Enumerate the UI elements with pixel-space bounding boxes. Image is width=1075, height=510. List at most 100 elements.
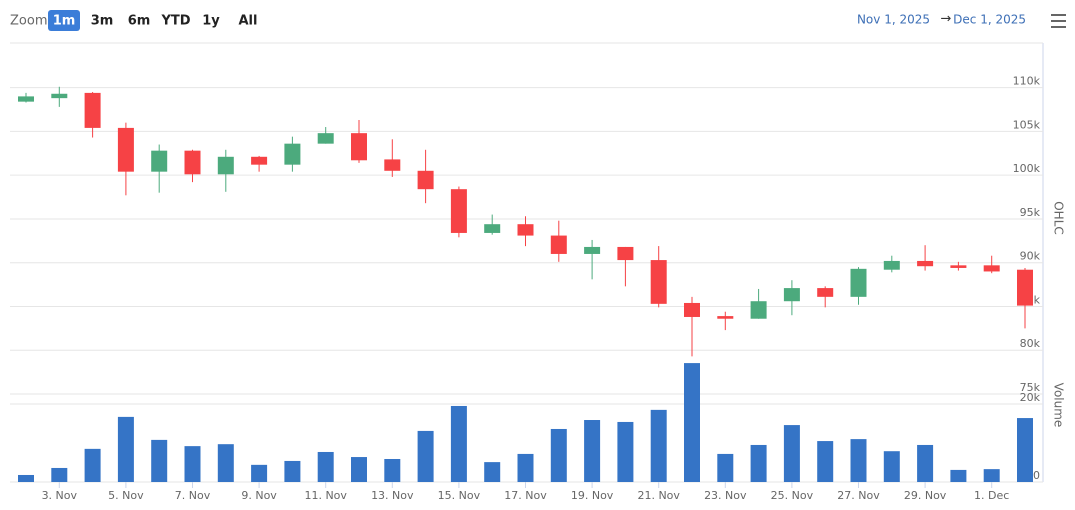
volume-bar	[917, 444, 934, 482]
x-tick-label: 11. Nov	[304, 489, 347, 502]
volume-bar	[1017, 418, 1033, 482]
range-to[interactable]: Dec 1, 2025	[953, 13, 1026, 27]
price-tick-label: 110k	[1013, 75, 1041, 88]
x-tick-label: 27. Nov	[837, 489, 880, 502]
volume-bar	[717, 453, 734, 482]
candle-body	[917, 260, 934, 267]
x-tick-label: 7. Nov	[175, 489, 211, 502]
candle-body	[717, 316, 734, 319]
zoom-button[interactable]: YTD	[160, 14, 190, 29]
x-tick-label: 15. Nov	[438, 489, 481, 502]
volume-bar	[817, 441, 834, 482]
y-axis-title: OHLC	[1052, 201, 1066, 235]
volume-tick-label: 0	[1033, 469, 1040, 482]
volume-bar	[384, 458, 401, 482]
candle-body	[217, 156, 234, 175]
volume-bar	[284, 460, 301, 482]
volume-bar	[550, 428, 567, 482]
zoom-button[interactable]: 1y	[202, 14, 220, 29]
volume-bar	[584, 420, 601, 482]
candle-body	[750, 301, 767, 319]
volume-bar	[950, 469, 967, 482]
candle-body	[417, 170, 434, 190]
x-tick-label: 23. Nov	[704, 489, 747, 502]
candle-body	[18, 96, 34, 102]
volume-bar	[351, 457, 367, 482]
volume-bar	[151, 439, 168, 482]
candle-body	[51, 93, 68, 99]
range-separator: →	[941, 12, 952, 27]
volume-bar	[184, 446, 201, 482]
x-tick-label: 25. Nov	[771, 489, 814, 502]
volume-bar	[18, 474, 34, 482]
volume-bar	[217, 444, 234, 482]
x-tick-label: 13. Nov	[371, 489, 414, 502]
zoom-button-bg[interactable]	[48, 10, 80, 31]
volume-bar	[850, 439, 867, 482]
candle-body	[84, 92, 101, 128]
candle-body	[883, 260, 900, 270]
candle-body	[351, 133, 367, 161]
volume-bar	[317, 451, 334, 482]
x-tick-label: 1. Dec	[974, 489, 1009, 502]
volume-bar	[650, 409, 667, 482]
candle-body	[850, 268, 867, 297]
volume-bar	[417, 430, 434, 482]
candle-body	[151, 150, 168, 172]
candle-body	[650, 260, 667, 304]
candle-body	[517, 224, 534, 236]
candle-body	[584, 246, 601, 254]
candle-body	[317, 133, 334, 144]
candle-body	[950, 265, 967, 268]
zoom-button[interactable]: 3m	[91, 14, 114, 29]
price-tick-label: 100k	[1013, 162, 1041, 175]
menu-button[interactable]	[1048, 12, 1068, 30]
volume-bar	[51, 467, 68, 482]
x-tick-label: 9. Nov	[241, 489, 277, 502]
volume-bar	[517, 453, 534, 482]
x-tick-label: 3. Nov	[42, 489, 78, 502]
candle-body	[184, 150, 201, 175]
candle-body	[384, 159, 401, 171]
zoom-button[interactable]: All	[239, 14, 258, 29]
candle-body	[450, 189, 467, 233]
volume-bar	[450, 405, 467, 482]
zoom-button[interactable]: 6m	[128, 14, 151, 29]
volume-bar	[783, 425, 800, 482]
range-from[interactable]: Nov 1, 2025	[857, 13, 930, 27]
candle-body	[251, 156, 268, 165]
x-tick-label: 29. Nov	[904, 489, 947, 502]
price-tick-label: 95k	[1020, 206, 1041, 219]
volume-bar	[617, 421, 634, 482]
volume-bar	[883, 451, 900, 482]
volume-bar	[750, 444, 767, 482]
candle-body	[1017, 269, 1033, 306]
volume-bar	[251, 464, 268, 482]
candle-body	[783, 288, 800, 302]
x-tick-label: 5. Nov	[108, 489, 144, 502]
price-tick-label: 80k	[1020, 337, 1041, 350]
candle-body	[684, 302, 700, 317]
volume-bar	[117, 416, 134, 482]
candle-body	[284, 143, 301, 165]
volume-bar	[983, 469, 1000, 482]
zoom-label: Zoom	[10, 14, 47, 29]
price-tick-label: 105k	[1013, 118, 1041, 131]
candle-body	[117, 127, 134, 172]
candle-body	[484, 224, 501, 233]
y2-axis-title: Volume	[1052, 383, 1066, 428]
volume-bar	[484, 462, 501, 482]
candle-body	[550, 235, 567, 254]
price-tick-label: 90k	[1020, 250, 1041, 263]
price-tick-label: 75k	[1020, 381, 1041, 394]
candle-body	[617, 246, 634, 261]
x-tick-label: 19. Nov	[571, 489, 614, 502]
x-tick-label: 17. Nov	[504, 489, 547, 502]
candle-body	[983, 265, 1000, 272]
x-tick-label: 21. Nov	[637, 489, 680, 502]
volume-bar	[684, 363, 700, 482]
volume-bar	[84, 448, 101, 482]
zoom-button[interactable]: 1m	[53, 14, 76, 29]
candle-body	[817, 288, 834, 297]
